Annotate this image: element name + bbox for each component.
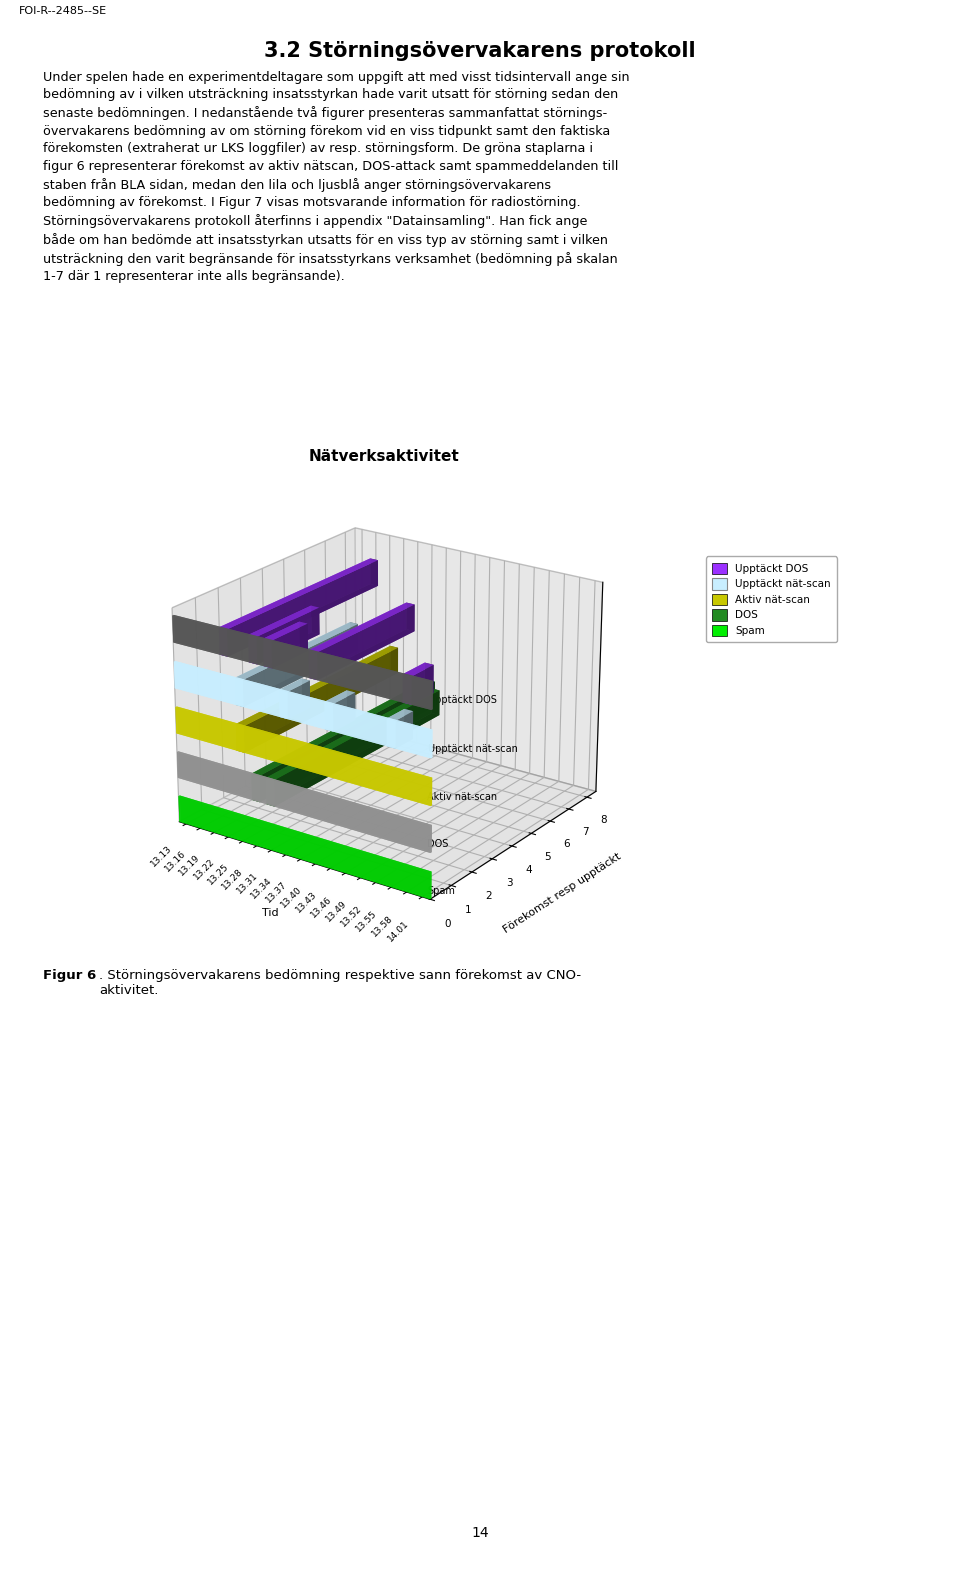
- Legend: Upptäckt DOS, Upptäckt nät-scan, Aktiv nät-scan, DOS, Spam: Upptäckt DOS, Upptäckt nät-scan, Aktiv n…: [706, 556, 837, 643]
- X-axis label: Tid: Tid: [262, 907, 278, 918]
- Y-axis label: Förekomst resp upptäckt: Förekomst resp upptäckt: [501, 850, 623, 936]
- Text: Under spelen hade en experimentdeltagare som uppgift att med visst tidsintervall: Under spelen hade en experimentdeltagare…: [43, 71, 630, 284]
- Text: . Störningsövervakarens bedömning respektive sann förekomst av CNO-
aktivitet.: . Störningsövervakarens bedömning respek…: [99, 969, 581, 997]
- Text: FOI-R--2485--SE: FOI-R--2485--SE: [19, 5, 108, 16]
- Text: Figur 6: Figur 6: [43, 969, 96, 981]
- Text: 3.2 Störningsövervakarens protokoll: 3.2 Störningsövervakarens protokoll: [264, 41, 696, 61]
- Text: 14: 14: [471, 1526, 489, 1540]
- Title: Nätverksaktivitet: Nätverksaktivitet: [308, 449, 460, 465]
